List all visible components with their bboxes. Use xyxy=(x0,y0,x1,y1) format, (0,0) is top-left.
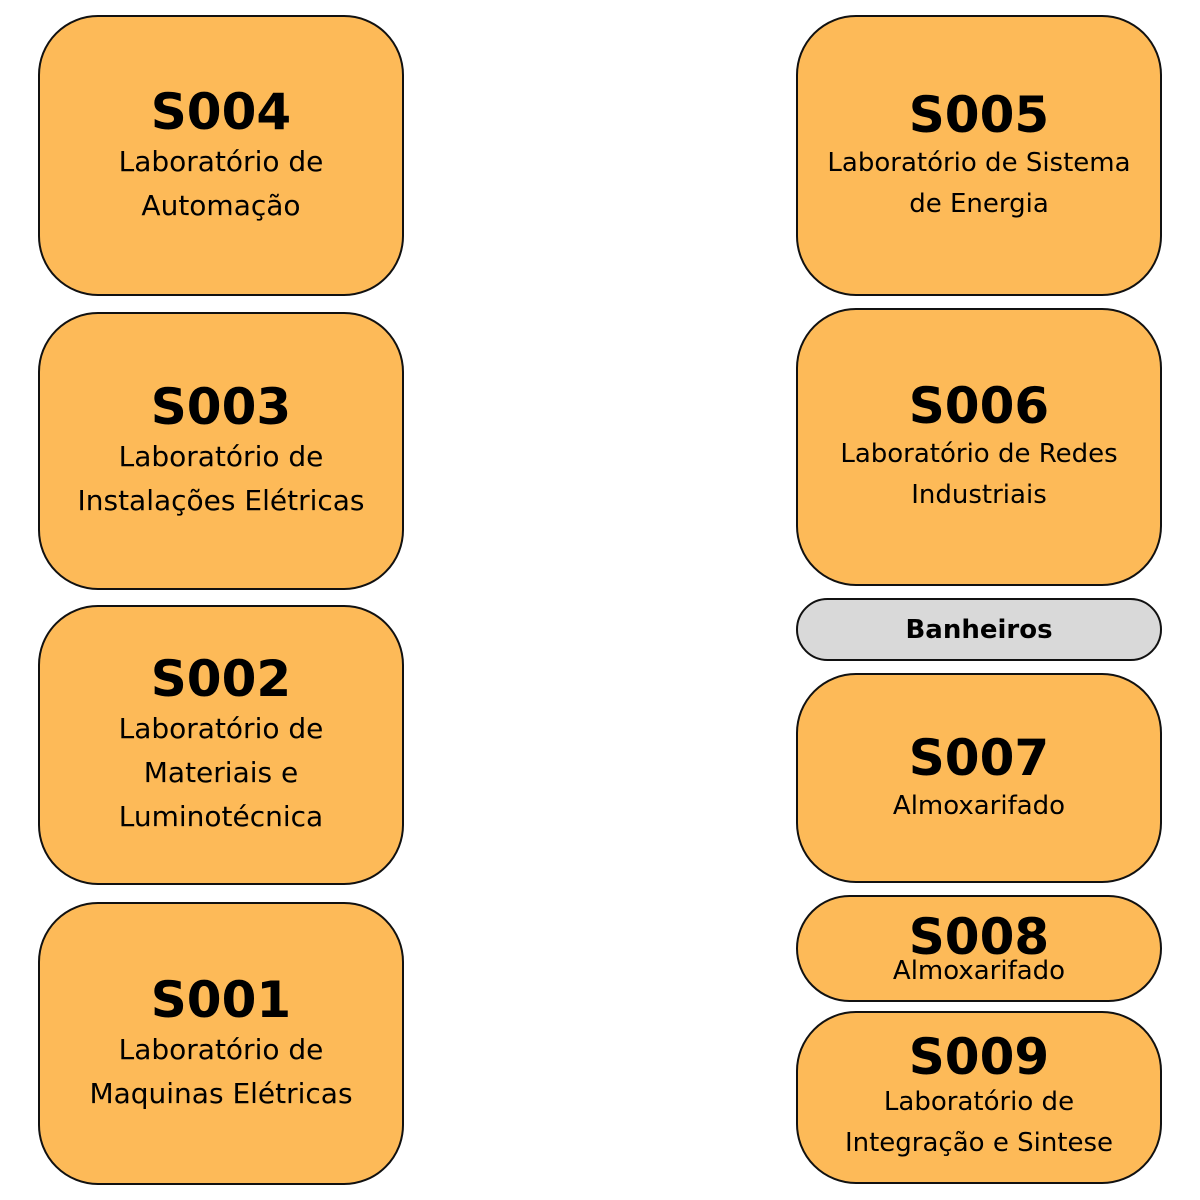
room-s007: S007 Almoxarifado xyxy=(796,673,1162,883)
room-code: S006 xyxy=(908,377,1050,435)
room-name: Laboratório de Automação xyxy=(118,144,324,222)
room-code: S008 xyxy=(908,907,1050,966)
room-s002: S002 Laboratório de Materiais e Luminoté… xyxy=(38,605,404,885)
room-code: S003 xyxy=(150,378,292,436)
room-code: S009 xyxy=(908,1027,1050,1086)
room-code: S001 xyxy=(150,970,292,1029)
room-name: Laboratório de Redes Industriais xyxy=(840,439,1118,510)
room-s006: S006 Laboratório de Redes Industriais xyxy=(796,308,1162,586)
room-name: Almoxarifado xyxy=(892,955,1066,986)
room-name: Laboratório de Instalações Elétricas xyxy=(77,440,365,517)
room-name: Laboratório de Sistema de Energia xyxy=(827,147,1131,219)
room-name: Laboratório de Integração e Sintese xyxy=(844,1086,1114,1158)
room-s001: S001 Laboratório de Maquinas Elétricas xyxy=(38,902,404,1185)
room-name: Laboratório de Maquinas Elétricas xyxy=(89,1032,353,1110)
room-s009: S009 Laboratório de Integração e Sintese xyxy=(796,1011,1162,1184)
utility-label: Banheiros xyxy=(905,614,1053,645)
room-code: S004 xyxy=(150,82,292,141)
room-s003: S003 Laboratório de Instalações Elétrica… xyxy=(38,312,404,590)
room-s004: S004 Laboratório de Automação xyxy=(38,15,404,296)
room-code: S002 xyxy=(150,650,292,708)
utility-banheiros: Banheiros xyxy=(796,598,1162,661)
room-code: S007 xyxy=(908,728,1050,787)
room-s005: S005 Laboratório de Sistema de Energia xyxy=(796,15,1162,296)
room-name: Laboratório de Materiais e Luminotécnica xyxy=(118,712,324,833)
room-s008: S008 Almoxarifado xyxy=(796,895,1162,1002)
room-name: Almoxarifado xyxy=(892,790,1066,821)
room-code: S005 xyxy=(908,85,1050,144)
